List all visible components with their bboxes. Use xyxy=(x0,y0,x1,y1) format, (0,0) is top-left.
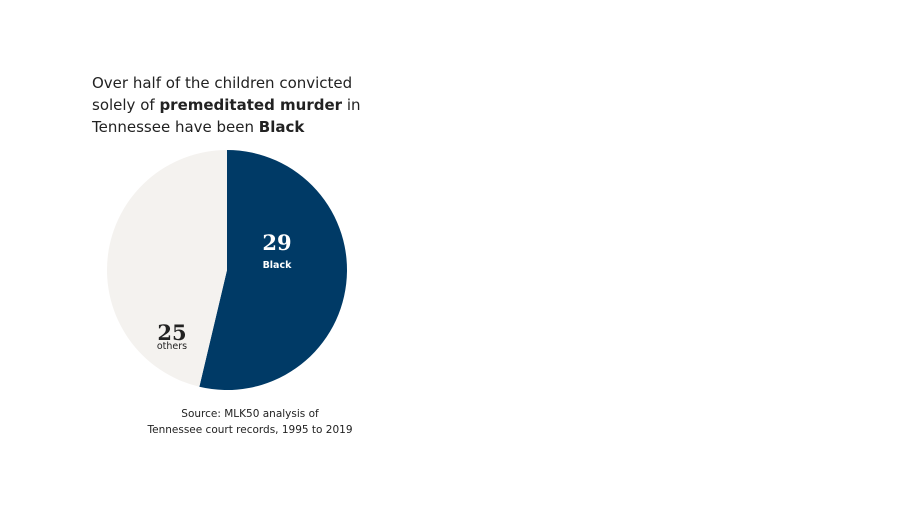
value-label: 29 xyxy=(262,230,291,255)
pie-slice xyxy=(199,150,347,391)
value-label: 25 xyxy=(157,320,186,345)
source: Source: MLK50 analysis of Tennessee cour… xyxy=(120,406,380,438)
title-text: in Tennessee have been xyxy=(92,96,361,136)
source-line: Source: MLK50 analysis of xyxy=(181,408,319,420)
title-bold: Black xyxy=(258,118,305,136)
category-label: Black xyxy=(263,260,293,271)
chart-title: Over half of the children convicted sole… xyxy=(92,72,367,138)
category-label: others xyxy=(157,341,187,352)
title-text: Over half of the children convicted sole… xyxy=(92,74,353,114)
pie-slice xyxy=(106,150,227,387)
source-line: Tennessee court records, 1995 to 2019 xyxy=(147,424,353,436)
title-bold: premeditated murder xyxy=(159,96,343,114)
